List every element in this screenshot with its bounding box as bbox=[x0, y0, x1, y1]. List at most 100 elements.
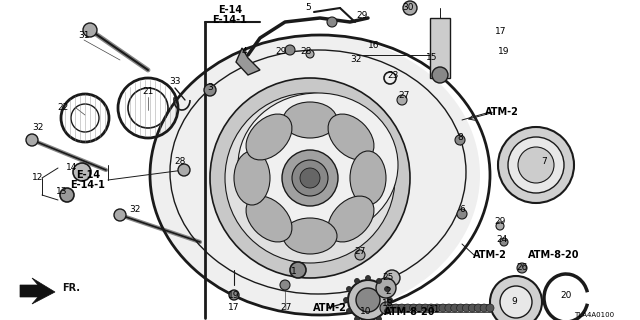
Text: 12: 12 bbox=[32, 173, 44, 182]
Text: 32: 32 bbox=[350, 55, 362, 65]
Polygon shape bbox=[236, 48, 260, 75]
Text: 7: 7 bbox=[541, 157, 547, 166]
Text: ATM-2: ATM-2 bbox=[485, 107, 519, 117]
Text: 11: 11 bbox=[429, 306, 441, 315]
Ellipse shape bbox=[385, 286, 390, 292]
Ellipse shape bbox=[60, 188, 74, 202]
Ellipse shape bbox=[463, 304, 470, 312]
Text: E-14-1: E-14-1 bbox=[212, 15, 248, 25]
Text: ATM-2: ATM-2 bbox=[473, 250, 507, 260]
Ellipse shape bbox=[210, 78, 410, 278]
Ellipse shape bbox=[496, 222, 504, 230]
Text: 24: 24 bbox=[497, 236, 508, 244]
Ellipse shape bbox=[73, 163, 91, 181]
Bar bbox=[430, 18, 450, 78]
Text: 33: 33 bbox=[169, 77, 180, 86]
Ellipse shape bbox=[300, 168, 320, 188]
Polygon shape bbox=[20, 278, 55, 304]
Text: 28: 28 bbox=[300, 47, 312, 57]
Text: 6: 6 bbox=[459, 205, 465, 214]
Ellipse shape bbox=[432, 67, 448, 83]
Text: 25: 25 bbox=[382, 274, 394, 283]
Ellipse shape bbox=[433, 304, 441, 312]
Ellipse shape bbox=[350, 151, 386, 205]
Text: TLA4A0100: TLA4A0100 bbox=[574, 312, 614, 318]
Text: 9: 9 bbox=[511, 298, 517, 307]
Text: 27: 27 bbox=[280, 303, 292, 313]
Ellipse shape bbox=[456, 304, 465, 312]
Ellipse shape bbox=[344, 298, 349, 302]
Text: 29: 29 bbox=[494, 218, 506, 227]
Ellipse shape bbox=[451, 304, 459, 312]
Ellipse shape bbox=[376, 278, 396, 298]
Text: 5: 5 bbox=[305, 4, 311, 12]
Ellipse shape bbox=[348, 280, 388, 320]
Ellipse shape bbox=[280, 280, 290, 290]
Text: ATM-8-20: ATM-8-20 bbox=[528, 250, 580, 260]
Text: 19: 19 bbox=[499, 47, 509, 57]
Text: 1: 1 bbox=[291, 268, 297, 276]
Text: FR.: FR. bbox=[62, 283, 80, 293]
Text: 23: 23 bbox=[387, 71, 399, 81]
Ellipse shape bbox=[486, 304, 494, 312]
Ellipse shape bbox=[500, 286, 532, 318]
Text: 2: 2 bbox=[385, 287, 391, 297]
Ellipse shape bbox=[398, 304, 406, 312]
Ellipse shape bbox=[392, 304, 400, 312]
Ellipse shape bbox=[500, 238, 508, 246]
Text: 26: 26 bbox=[516, 263, 528, 273]
Text: 4: 4 bbox=[241, 47, 247, 57]
Ellipse shape bbox=[468, 304, 476, 312]
Ellipse shape bbox=[457, 209, 467, 219]
Ellipse shape bbox=[229, 290, 239, 300]
Ellipse shape bbox=[517, 263, 527, 273]
Ellipse shape bbox=[292, 160, 328, 196]
Ellipse shape bbox=[328, 114, 374, 160]
Ellipse shape bbox=[439, 304, 447, 312]
Ellipse shape bbox=[397, 95, 407, 105]
Ellipse shape bbox=[234, 151, 270, 205]
Text: 32: 32 bbox=[32, 123, 44, 132]
Text: 17: 17 bbox=[495, 28, 507, 36]
Ellipse shape bbox=[355, 278, 360, 284]
Text: 32: 32 bbox=[129, 205, 141, 214]
Text: 22: 22 bbox=[58, 103, 68, 113]
Text: 14: 14 bbox=[67, 164, 77, 172]
Ellipse shape bbox=[83, 23, 97, 37]
Text: 19: 19 bbox=[228, 291, 240, 300]
Text: 16: 16 bbox=[368, 42, 380, 51]
Ellipse shape bbox=[346, 308, 351, 314]
Ellipse shape bbox=[204, 84, 216, 96]
Ellipse shape bbox=[225, 93, 395, 263]
Text: 17: 17 bbox=[228, 303, 240, 313]
Ellipse shape bbox=[26, 134, 38, 146]
Ellipse shape bbox=[480, 304, 488, 312]
Text: ATM-2: ATM-2 bbox=[313, 303, 347, 313]
Text: ATM-8-20: ATM-8-20 bbox=[384, 307, 436, 317]
Ellipse shape bbox=[386, 304, 394, 312]
Ellipse shape bbox=[150, 35, 480, 315]
Text: 28: 28 bbox=[174, 157, 186, 166]
Text: 20: 20 bbox=[560, 291, 572, 300]
Ellipse shape bbox=[384, 270, 400, 286]
Text: 29: 29 bbox=[275, 47, 287, 57]
Text: E-14: E-14 bbox=[218, 5, 242, 15]
Ellipse shape bbox=[283, 102, 337, 138]
Ellipse shape bbox=[376, 278, 381, 284]
Ellipse shape bbox=[380, 302, 392, 314]
Text: 10: 10 bbox=[360, 308, 372, 316]
Ellipse shape bbox=[114, 209, 126, 221]
Ellipse shape bbox=[410, 304, 417, 312]
Ellipse shape bbox=[290, 262, 306, 278]
Ellipse shape bbox=[356, 288, 380, 312]
Ellipse shape bbox=[306, 50, 314, 58]
Ellipse shape bbox=[387, 298, 392, 302]
Text: 29: 29 bbox=[356, 11, 368, 20]
Text: 31: 31 bbox=[78, 30, 90, 39]
Text: E-14-1: E-14-1 bbox=[70, 180, 106, 190]
Ellipse shape bbox=[490, 276, 542, 320]
Ellipse shape bbox=[246, 114, 292, 160]
Text: E-14: E-14 bbox=[76, 170, 100, 180]
Ellipse shape bbox=[285, 45, 295, 55]
Ellipse shape bbox=[355, 250, 365, 260]
